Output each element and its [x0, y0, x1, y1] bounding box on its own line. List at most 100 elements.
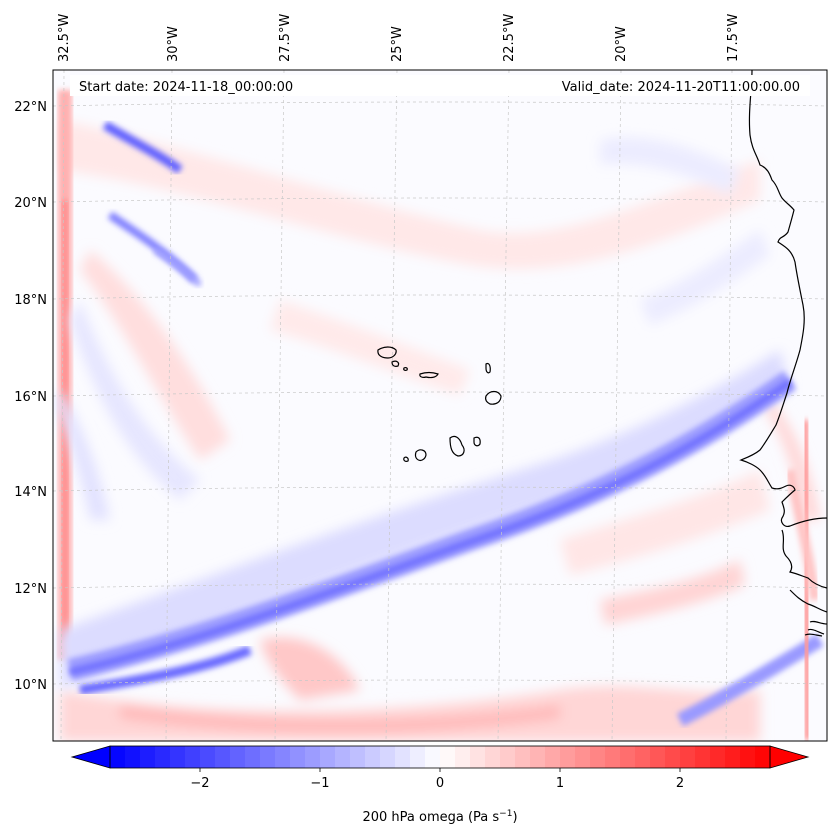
colorbar-segment: [590, 746, 606, 768]
colorbar-segment: [605, 746, 621, 768]
colorbar-segment: [560, 746, 576, 768]
colorbar-segment: [185, 746, 201, 768]
meridian-line: [385, 70, 398, 741]
colorbar-segment: [620, 746, 636, 768]
header-strip: [70, 75, 810, 96]
meridian-line: [60, 70, 65, 741]
colorbar-segment: [545, 746, 561, 768]
colorbar-segment: [530, 746, 546, 768]
colorbar-segment: [755, 746, 771, 768]
valid-date-label: Valid_date: 2024-11-20T11:00:00.00: [562, 80, 800, 95]
omega-field: [55, 90, 824, 741]
coastlines: [377, 70, 827, 637]
start-date-label: Start date: 2024-11-18_00:00:00: [79, 80, 293, 95]
island-boa-vista: [485, 390, 502, 405]
lat-label: 22°N: [14, 100, 47, 115]
island-maio: [473, 436, 481, 447]
colorbar-segment: [275, 746, 291, 768]
lon-label: 32.5°W: [57, 14, 72, 62]
africa-coastline: [739, 70, 827, 637]
parallel-line: [53, 486, 827, 492]
map-frame: [52, 69, 828, 742]
colorbar-segment: [230, 746, 246, 768]
lat-label: 20°N: [14, 196, 47, 211]
colorbar-segment: [140, 746, 156, 768]
colorbar-min-extension: [70, 745, 111, 769]
colorbar-label-exponent: −1: [499, 809, 512, 819]
colorbar-label-text: 200 hPa omega (Pa s: [362, 810, 499, 825]
colorbar-segment: [290, 746, 306, 768]
colorbar-tick-label: 2: [676, 776, 684, 791]
colorbar-segment: [380, 746, 396, 768]
colorbar-segment: [470, 746, 486, 768]
colorbar-segment: [155, 746, 171, 768]
lon-label: 27.5°W: [278, 14, 293, 62]
colorbar-segment: [125, 746, 141, 768]
meridian-line: [274, 70, 285, 741]
colorbar-segments: [110, 746, 771, 768]
colorbar-segment: [425, 746, 441, 768]
colorbar-segment: [260, 746, 276, 768]
colorbar-segment: [515, 746, 531, 768]
island-sal: [485, 362, 491, 374]
island-sao-vicente: [391, 360, 400, 367]
latitude-labels: 22°N 20°N 18°N 16°N 14°N 12°N 10°N: [14, 100, 47, 693]
colorbar-segment: [395, 746, 411, 768]
lon-label: 20°W: [614, 26, 629, 62]
map-area: [53, 70, 827, 741]
colorbar-segment: [725, 746, 741, 768]
parallel-line: [53, 679, 827, 685]
longitude-labels: 32.5°W 30°W 27.5°W 25°W 22.5°W 20°W 17.5…: [57, 14, 741, 62]
colorbar-segment: [635, 746, 651, 768]
colorbar-segment: [335, 746, 351, 768]
colorbar-segment: [695, 746, 711, 768]
colorbar-segment: [500, 746, 516, 768]
colorbar-tick-label: 0: [436, 776, 444, 791]
colorbar-segment: [455, 746, 471, 768]
negative-band-southeast: [676, 633, 824, 727]
colorbar-segment: [305, 746, 321, 768]
island-santa-luzia: [403, 367, 408, 371]
colorbar-segment: [170, 746, 186, 768]
lon-label: 22.5°W: [502, 14, 517, 62]
colorbar-segment: [665, 746, 681, 768]
negative-band-core: [69, 379, 793, 676]
parallel-line: [53, 583, 827, 589]
island-sao-nicolau: [419, 371, 439, 379]
colorbar-segment: [200, 746, 216, 768]
meridian-line: [611, 70, 622, 741]
graticule: [53, 70, 827, 741]
colorbar-segment: [740, 746, 756, 768]
negative-areas: [55, 137, 790, 690]
colorbar-segment: [485, 746, 501, 768]
island-brava: [403, 456, 409, 462]
colorbar: −2 −1 0 1 2 200 hPa omega (Pa s−1): [70, 745, 810, 825]
colorbar-segment: [680, 746, 696, 768]
island-fogo: [414, 449, 427, 461]
colorbar-segment: [350, 746, 366, 768]
colorbar-label-close: ): [512, 810, 517, 825]
parallel-line: [53, 391, 827, 397]
colorbar-tick-label: −2: [190, 776, 209, 791]
meridian-line: [725, 70, 733, 741]
colorbar-segment: [410, 746, 426, 768]
island-santo-antao: [377, 346, 397, 359]
lat-label: 14°N: [14, 485, 47, 500]
colorbar-segment: [365, 746, 381, 768]
colorbar-segment: [215, 746, 231, 768]
lat-label: 10°N: [14, 678, 47, 693]
colorbar-segment: [320, 746, 336, 768]
meridian-line: [497, 70, 510, 741]
colorbar-label: 200 hPa omega (Pa s−1): [362, 809, 517, 825]
colorbar-segment: [650, 746, 666, 768]
parallel-line: [53, 101, 827, 107]
colorbar-tick-label: −1: [310, 776, 329, 791]
island-santiago: [449, 435, 465, 457]
colorbar-segment: [245, 746, 261, 768]
colorbar-max-extension: [769, 745, 810, 769]
lon-label: 25°W: [390, 26, 405, 62]
colorbar-segment: [440, 746, 456, 768]
colorbar-tick-label: 1: [556, 776, 564, 791]
parallel-line: [53, 197, 827, 203]
